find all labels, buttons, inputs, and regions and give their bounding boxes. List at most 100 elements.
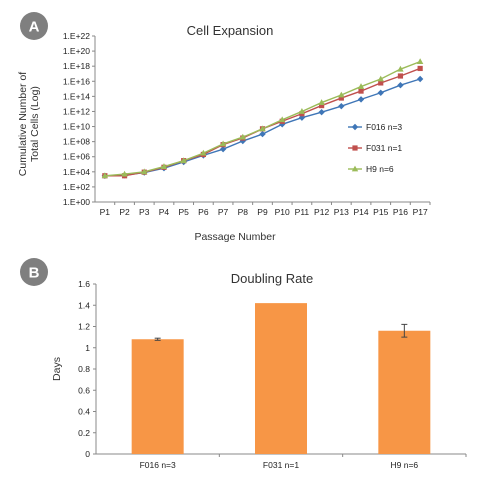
x-tick-label: F016 n=3 bbox=[140, 460, 176, 470]
bar bbox=[378, 330, 431, 454]
y-tick-label: 1.E+16 bbox=[63, 76, 90, 86]
data-point bbox=[338, 95, 344, 101]
error-bar bbox=[154, 337, 161, 341]
x-tick-label: P11 bbox=[295, 207, 310, 217]
data-point bbox=[298, 108, 306, 114]
y-tick-label: 0.4 bbox=[78, 407, 90, 417]
x-tick-label: P7 bbox=[218, 207, 229, 217]
x-tick-label: P5 bbox=[178, 207, 189, 217]
data-point bbox=[259, 130, 266, 138]
data-point bbox=[378, 80, 384, 86]
legend-item: H9 n=6 bbox=[348, 164, 394, 174]
y-tick-label: 0 bbox=[85, 449, 90, 459]
x-tick-label: P2 bbox=[119, 207, 130, 217]
data-point bbox=[397, 82, 404, 89]
data-point bbox=[357, 83, 365, 89]
data-point bbox=[180, 157, 187, 164]
chart-title: Cell Expansion bbox=[187, 23, 274, 38]
x-tick-label: H9 n=6 bbox=[391, 460, 419, 470]
y-tick-label: 1 bbox=[85, 343, 90, 353]
legend-label: F031 n=1 bbox=[366, 143, 402, 153]
x-tick-label: P1 bbox=[100, 207, 111, 217]
series-2 bbox=[101, 58, 424, 179]
chart-title: Doubling Rate bbox=[231, 271, 313, 286]
y-axis-label-line: Total Cells (Log) bbox=[29, 86, 41, 162]
data-point bbox=[141, 168, 148, 175]
data-point bbox=[200, 149, 207, 156]
legend-swatch-marker bbox=[351, 123, 359, 131]
y-tick-label: 1.E+02 bbox=[63, 182, 90, 192]
y-tick-label: 1.E+04 bbox=[63, 167, 90, 177]
data-point bbox=[219, 140, 227, 147]
y-tick-label: 0.2 bbox=[78, 428, 90, 438]
data-point bbox=[417, 65, 423, 72]
data-point bbox=[239, 133, 246, 140]
x-tick-label: P4 bbox=[159, 207, 170, 217]
panel-a-badge-label: A bbox=[29, 19, 40, 36]
data-point bbox=[416, 58, 424, 65]
cell-expansion-chart: A Cell Expansion 1.E+00 1.E+02 1.E+04 1.E+06 1… bbox=[17, 12, 431, 243]
y-tick-label: 1.E+22 bbox=[63, 31, 90, 41]
legend-item: F016 n=3 bbox=[348, 122, 402, 132]
y-tick-label: 1.E+12 bbox=[63, 106, 90, 116]
y-tick-label: 1.E+14 bbox=[63, 91, 90, 101]
x-tick-label: P12 bbox=[314, 207, 329, 217]
y-tick-label: 1.6 bbox=[78, 279, 90, 289]
x-axis-label: Passage Number bbox=[194, 231, 276, 243]
y-tick-label: 0.8 bbox=[78, 364, 90, 374]
legend-label: H9 n=6 bbox=[366, 164, 394, 174]
data-point bbox=[318, 108, 325, 116]
panel-b-badge bbox=[20, 258, 48, 286]
x-tick-label: P16 bbox=[393, 207, 408, 217]
data-point bbox=[318, 99, 325, 105]
data-point bbox=[397, 65, 404, 72]
x-tick-label: P9 bbox=[257, 207, 268, 217]
legend-label: F016 n=3 bbox=[366, 122, 402, 132]
y-tick-label: 1.4 bbox=[78, 300, 90, 310]
y-tick-label: 1.E+06 bbox=[63, 152, 90, 162]
y-tick-label: 1.2 bbox=[78, 322, 90, 332]
data-point bbox=[101, 172, 109, 179]
x-tick-label: P6 bbox=[198, 207, 209, 217]
panel-a-badge bbox=[20, 12, 48, 40]
y-tick-label: 1.E+20 bbox=[63, 46, 90, 56]
series-line bbox=[104, 60, 421, 177]
x-tick-label: P3 bbox=[139, 207, 150, 217]
data-point bbox=[219, 145, 227, 153]
data-point bbox=[279, 116, 286, 123]
y-axis-label: Days bbox=[51, 357, 63, 381]
data-point bbox=[397, 73, 404, 79]
y-tick-label: 1.E+10 bbox=[63, 122, 90, 132]
y-tick-label: 1.E+18 bbox=[63, 61, 90, 71]
bar bbox=[131, 339, 184, 454]
data-point bbox=[377, 89, 384, 96]
x-tick-label: P8 bbox=[238, 207, 249, 217]
y-axis-label: Cumulative Number ofTotal Cells (Log) bbox=[17, 72, 41, 177]
error-bar bbox=[401, 323, 408, 338]
panel-b-badge-label: B bbox=[29, 265, 40, 282]
x-tick-label: P10 bbox=[275, 207, 290, 217]
x-tick-label: P14 bbox=[353, 207, 368, 217]
data-point bbox=[160, 163, 168, 169]
legend-swatch-marker bbox=[352, 145, 358, 151]
data-point bbox=[121, 170, 128, 177]
data-point bbox=[319, 102, 325, 109]
y-axis-label-line: Cumulative Number of bbox=[17, 72, 29, 177]
legend-item: F031 n=1 bbox=[348, 143, 402, 153]
data-point bbox=[357, 96, 365, 103]
x-tick-label: F031 n=1 bbox=[263, 460, 299, 470]
x-tick-label: P17 bbox=[413, 207, 428, 217]
x-tick-label: P15 bbox=[373, 207, 388, 217]
legend-swatch-marker bbox=[351, 165, 359, 172]
y-tick-label: 0.6 bbox=[78, 385, 90, 395]
bar bbox=[255, 303, 307, 454]
data-point bbox=[259, 125, 266, 132]
data-point bbox=[377, 75, 384, 82]
data-point bbox=[416, 75, 424, 83]
data-point bbox=[338, 102, 345, 110]
doubling-rate-chart: B Doubling Rate 0 0.2 0.4 0.6 0.8 1 1.2 1.4 1.6 Day… bbox=[20, 258, 467, 470]
data-point bbox=[338, 91, 345, 98]
y-tick-label: 1.E+00 bbox=[63, 197, 90, 207]
y-tick-label: 1.E+08 bbox=[63, 137, 90, 147]
